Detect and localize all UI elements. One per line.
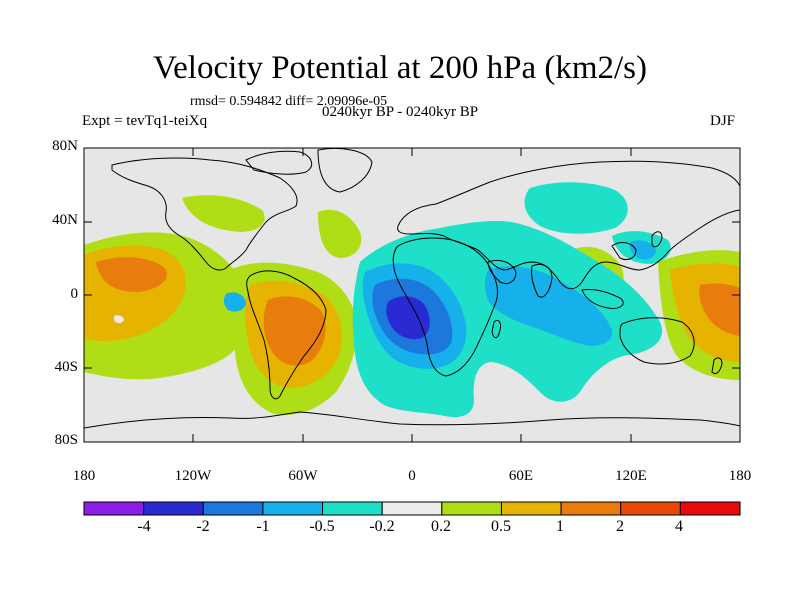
colorbar-box-5 (322, 501, 383, 516)
lat-label-80n: 80N (52, 138, 78, 154)
colorbar-label-9: 2 (616, 518, 624, 535)
lat-ticks (84, 147, 740, 443)
colorbar-box-2 (143, 501, 204, 516)
colorbar-label-2: -2 (196, 518, 210, 535)
colorbar-label-6: 0.2 (431, 518, 451, 535)
lat-label-80s: 80S (54, 432, 78, 448)
colorbar-label-8: 1 (556, 518, 564, 535)
coastlines (84, 148, 740, 429)
plot-title: Velocity Potential at 200 hPa (km2/s) (152, 50, 648, 86)
colorbar-box-10 (620, 501, 681, 516)
season-label: DJF (710, 113, 736, 129)
colorbar-box-9 (560, 501, 622, 516)
colorbar-label-4: -0.5 (309, 518, 335, 535)
lon-label-60w: 60W (288, 468, 318, 484)
colorbar-box-1 (83, 501, 145, 516)
lon-label-180w: 180 (72, 468, 96, 484)
colorbar-box-7 (441, 501, 502, 516)
colorbar-box-11 (679, 501, 741, 516)
lon-label-0: 0 (408, 468, 416, 484)
stats-label: rmsd= 0.594842 diff= 2.09096e-05 (190, 94, 388, 109)
lon-label-60e: 60E (508, 468, 534, 484)
lon-ticks (192, 148, 632, 442)
colorbar-box-4 (262, 501, 324, 516)
colorbar-label-5: -0.2 (369, 518, 395, 535)
colorbar-box-6 (381, 501, 443, 516)
colorbar-box-8 (500, 501, 562, 516)
colorbar (83, 501, 741, 516)
lat-label-40n: 40N (52, 212, 78, 228)
colorbar-label-7: 0.5 (491, 518, 511, 535)
lat-label-40s: 40S (54, 359, 78, 375)
contour-fills (84, 182, 740, 418)
colorbar-box-3 (202, 501, 264, 516)
lon-label-120w: 120W (174, 468, 212, 484)
period-label: 0240kyr BP - 0240kyr BP (322, 104, 479, 120)
experiment-label: Expt = tevTq1-teiXq (82, 113, 208, 129)
colorbar-label-1: -4 (137, 518, 151, 535)
lon-label-120e: 120E (615, 468, 647, 484)
colorbar-label-3: -1 (256, 518, 270, 535)
colorbar-label-10: 4 (675, 518, 683, 535)
lon-label-180e: 180 (728, 468, 752, 484)
lat-label-0: 0 (70, 286, 79, 302)
